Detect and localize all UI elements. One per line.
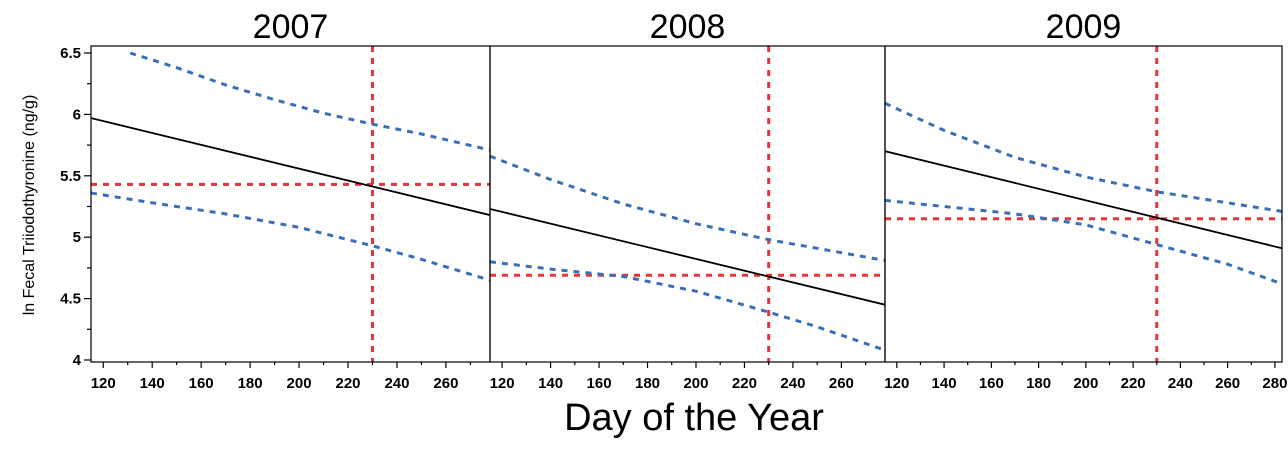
regression-line [91,117,490,216]
x-tick-label: 160 [189,375,214,392]
ci-lower-line [490,260,885,352]
y-axis-title: ln Fecal Triiodothyronine (ng/g) [21,95,38,316]
panel-title: 2009 [1046,8,1122,46]
x-tick-label: 140 [140,375,165,392]
ci-lower-line [885,198,1282,286]
panel-plot-area [490,46,885,362]
x-tick-label: 240 [1168,375,1193,392]
x-tick-label: 160 [979,375,1004,392]
x-tick-label: 280 [1262,375,1287,392]
ci-lower-line [91,191,490,282]
y-axis: 4 4.5 5 5.5 6 6.5 [60,45,91,369]
panel-frame [884,45,1283,363]
panel-frame [489,45,886,363]
ci-upper-line [129,51,490,152]
x-tick-label: 240 [780,375,805,392]
panel-2009: 2009 120 140 160 180 200 220 240 260 280 [884,8,1287,392]
x-tick-label: 120 [91,375,116,392]
x-tick-label: 160 [587,375,612,392]
x-tick-label: 220 [1121,375,1146,392]
x-tick-label: 200 [683,375,708,392]
x-tick-label: 260 [433,375,458,392]
x-tick-label: 220 [732,375,757,392]
regression-line [885,150,1282,250]
panel-title: 2007 [253,8,329,46]
x-tick-label: 120 [884,375,909,392]
ci-upper-line [885,101,1282,213]
y-tick-label: 6 [73,106,81,123]
y-tick-label: 5 [73,229,81,246]
y-tick-label: 4.5 [60,291,81,308]
x-tick-label: 260 [1215,375,1240,392]
panels-layer: 2007 120 140 160 180 200 220 240 260 2008 120 140 16… [90,8,1287,392]
y-tick-label: 5.5 [60,168,81,185]
x-tick-label: 120 [490,375,515,392]
panel-2008: 2008 120 140 160 180 200 220 240 260 [489,8,886,392]
panel-2007: 2007 120 140 160 180 200 220 240 260 [90,8,491,392]
x-axis-title: Day of the Year [564,397,824,439]
regression-line [490,208,885,306]
ci-upper-line [490,154,885,262]
panel-plot-area [91,46,490,362]
x-tick-label: 200 [1073,375,1098,392]
x-tick-label: 180 [635,375,660,392]
x-tick-label: 140 [538,375,563,392]
x-tick-label: 240 [384,375,409,392]
panel-title: 2008 [650,8,726,46]
y-tick-label: 4 [73,352,82,369]
x-tick-label: 200 [287,375,312,392]
x-tick-label: 140 [932,375,957,392]
x-tick-label: 220 [336,375,361,392]
y-tick-label: 6.5 [60,45,81,62]
x-tick-label: 260 [829,375,854,392]
x-tick-label: 180 [1026,375,1051,392]
panel-plot-area [885,46,1282,362]
x-tick-label: 180 [238,375,263,392]
